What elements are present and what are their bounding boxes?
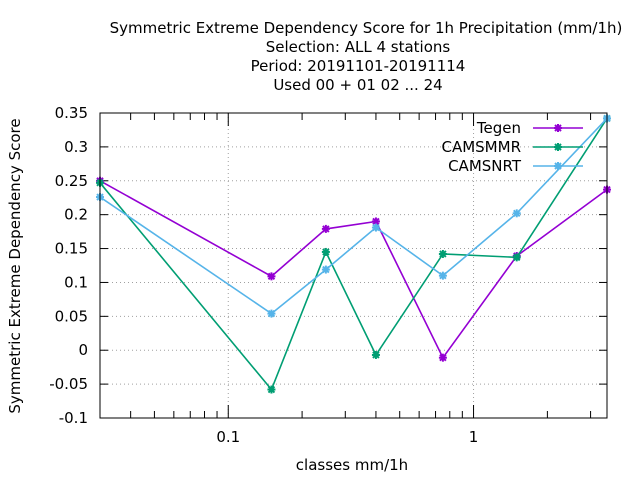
- title-line-1: Symmetric Extreme Dependency Score for 1…: [110, 19, 623, 37]
- y-tick-label: 0.2: [64, 206, 88, 224]
- data-point: [438, 249, 447, 258]
- legend-marker: [554, 162, 562, 170]
- plot-frame: [99, 112, 608, 419]
- legend-item-camsnrt: CAMSNRT: [448, 157, 583, 175]
- y-tick-label: 0.25: [55, 172, 88, 190]
- y-tick-label: -0.1: [59, 409, 88, 427]
- legend-label: CAMSMMR: [441, 138, 521, 156]
- data-point: [371, 350, 380, 359]
- data-point: [438, 353, 447, 362]
- x-tick-label: 0.1: [216, 428, 240, 446]
- x-axis-label: classes mm/1h: [296, 456, 408, 474]
- legend-item-camsmmr: CAMSMMR: [441, 138, 583, 156]
- title-line-4: Used 00 + 01 02 ... 24: [273, 76, 442, 94]
- data-point: [438, 271, 447, 280]
- data-point: [321, 224, 330, 233]
- title-line-3: Period: 20191101-20191114: [251, 57, 466, 75]
- y-axis-label: Symmetric Extreme Dependency Score: [6, 118, 24, 413]
- y-tick-label: 0.3: [64, 138, 88, 156]
- axis-ticks: -0.1 -0.05 0 0.05 0.1 0.15 0.2 0.25 0.3 0.35 0.1 1: [49, 104, 607, 446]
- y-tick-label: 0.05: [55, 307, 88, 325]
- y-tick-label: 0.35: [55, 104, 88, 122]
- data-point: [512, 209, 521, 218]
- data-point: [371, 223, 380, 232]
- legend-marker: [554, 143, 562, 151]
- series-camsmmr: [96, 114, 611, 394]
- data-point: [267, 385, 276, 394]
- data-point: [321, 247, 330, 256]
- y-tick-label: 0.15: [55, 240, 88, 258]
- y-tick-label: 0.1: [64, 273, 88, 291]
- series-line-tegen: [99, 180, 608, 360]
- series-line-camsnrt: [99, 117, 608, 315]
- legend-label: Tegen: [476, 119, 521, 137]
- series-camsnrt: [96, 114, 611, 318]
- data-point: [512, 253, 521, 262]
- chart-title: Symmetric Extreme Dependency Score for 1…: [110, 19, 623, 94]
- data-point: [267, 309, 276, 318]
- y-tick-label: 0: [78, 341, 88, 359]
- data-point: [267, 272, 276, 281]
- legend-item-tegen: Tegen: [476, 119, 583, 137]
- legend-marker: [554, 124, 562, 132]
- x-tick-label: 1: [469, 428, 479, 446]
- grid: [100, 112, 607, 419]
- title-line-2: Selection: ALL 4 stations: [266, 38, 451, 56]
- legend-label: CAMSNRT: [448, 157, 522, 175]
- y-tick-label: -0.05: [49, 375, 88, 393]
- data-point: [321, 265, 330, 274]
- series-lines: [96, 114, 611, 394]
- series-tegen: [96, 176, 611, 362]
- series-line-camsmmr: [99, 117, 608, 392]
